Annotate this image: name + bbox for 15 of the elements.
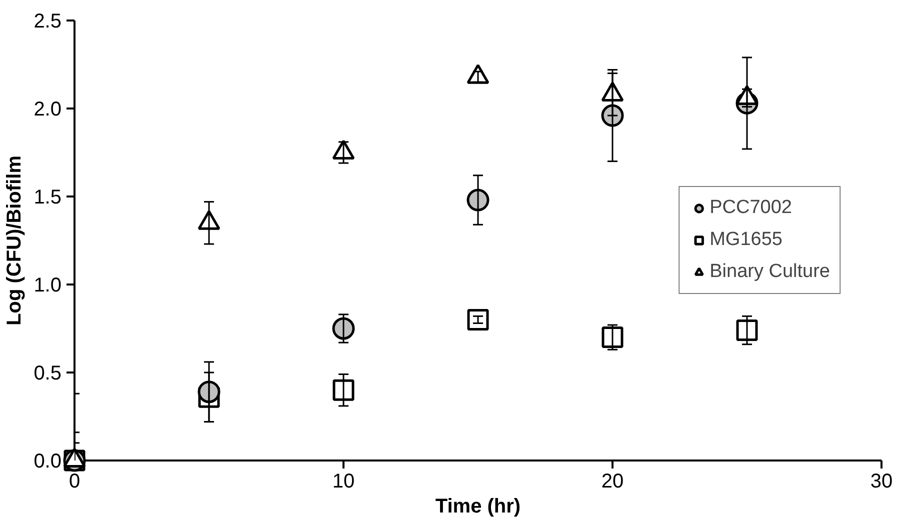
x-tick-label: 30: [870, 470, 893, 492]
y-tick-label: 1.5: [34, 186, 62, 208]
x-axis-title: Time (hr): [435, 496, 521, 518]
y-tick-label: 2.0: [34, 98, 62, 120]
y-axis-title: Log (CFU)/Biofilm: [4, 156, 26, 326]
legend-label: MG1655: [710, 229, 782, 251]
x-tick-label: 0: [68, 470, 80, 492]
legend-label: PCC7002: [710, 197, 792, 219]
y-tick-label: 1.0: [34, 274, 62, 296]
y-tick-label: 0.5: [34, 362, 62, 384]
x-tick-label: 10: [332, 470, 355, 492]
y-tick-label: 0.0: [34, 450, 62, 472]
y-tick-label: 2.5: [34, 10, 62, 32]
legend-label: Binary Culture: [710, 261, 830, 283]
x-tick-label: 20: [601, 470, 624, 492]
